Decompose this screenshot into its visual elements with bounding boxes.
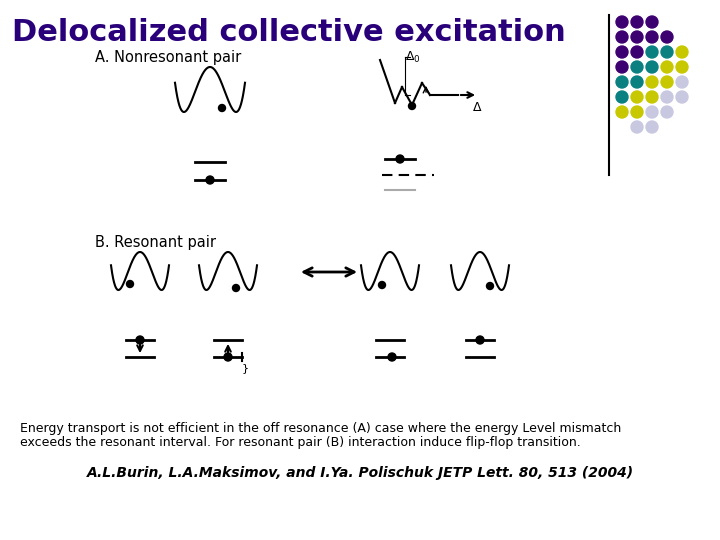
Circle shape bbox=[646, 31, 658, 43]
Circle shape bbox=[616, 61, 628, 73]
Text: exceeds the resonant interval. For resonant pair (B) interaction induce flip-flo: exceeds the resonant interval. For reson… bbox=[20, 436, 581, 449]
Text: Delocalized collective excitation: Delocalized collective excitation bbox=[12, 18, 566, 47]
Circle shape bbox=[616, 76, 628, 88]
Circle shape bbox=[616, 46, 628, 58]
Circle shape bbox=[676, 76, 688, 88]
Circle shape bbox=[646, 106, 658, 118]
Circle shape bbox=[616, 91, 628, 103]
Circle shape bbox=[616, 106, 628, 118]
Circle shape bbox=[631, 106, 643, 118]
Circle shape bbox=[631, 121, 643, 133]
Text: }: } bbox=[242, 363, 249, 373]
Circle shape bbox=[408, 103, 415, 110]
Text: $\Delta_0$: $\Delta_0$ bbox=[405, 50, 420, 65]
Circle shape bbox=[646, 61, 658, 73]
Circle shape bbox=[661, 106, 673, 118]
Circle shape bbox=[379, 281, 385, 288]
Circle shape bbox=[676, 61, 688, 73]
Text: Energy transport is not efficient in the off resonance (A) case where the energy: Energy transport is not efficient in the… bbox=[20, 422, 621, 435]
Circle shape bbox=[661, 46, 673, 58]
Circle shape bbox=[646, 91, 658, 103]
Circle shape bbox=[136, 336, 144, 344]
Circle shape bbox=[233, 285, 240, 292]
Circle shape bbox=[661, 91, 673, 103]
Circle shape bbox=[218, 105, 225, 111]
Circle shape bbox=[396, 155, 404, 163]
Text: A. Nonresonant pair: A. Nonresonant pair bbox=[95, 50, 241, 65]
Circle shape bbox=[631, 16, 643, 28]
Circle shape bbox=[661, 31, 673, 43]
Circle shape bbox=[631, 61, 643, 73]
Circle shape bbox=[388, 353, 396, 361]
Circle shape bbox=[127, 280, 133, 287]
Circle shape bbox=[224, 353, 232, 361]
Circle shape bbox=[476, 336, 484, 344]
Circle shape bbox=[646, 46, 658, 58]
Circle shape bbox=[676, 91, 688, 103]
Circle shape bbox=[616, 16, 628, 28]
Circle shape bbox=[676, 46, 688, 58]
Text: B. Resonant pair: B. Resonant pair bbox=[95, 235, 216, 250]
Circle shape bbox=[646, 76, 658, 88]
Circle shape bbox=[631, 31, 643, 43]
Circle shape bbox=[631, 91, 643, 103]
Circle shape bbox=[661, 61, 673, 73]
Circle shape bbox=[646, 16, 658, 28]
Circle shape bbox=[646, 121, 658, 133]
Circle shape bbox=[631, 76, 643, 88]
Circle shape bbox=[616, 31, 628, 43]
Circle shape bbox=[487, 282, 493, 289]
Text: A.L.Burin, L.A.Maksimov, and I.Ya. Polischuk JETP Lett. 80, 513 (2004): A.L.Burin, L.A.Maksimov, and I.Ya. Polis… bbox=[86, 466, 634, 480]
Text: $\Delta$: $\Delta$ bbox=[472, 101, 482, 114]
Circle shape bbox=[661, 76, 673, 88]
Circle shape bbox=[631, 46, 643, 58]
Circle shape bbox=[206, 176, 214, 184]
